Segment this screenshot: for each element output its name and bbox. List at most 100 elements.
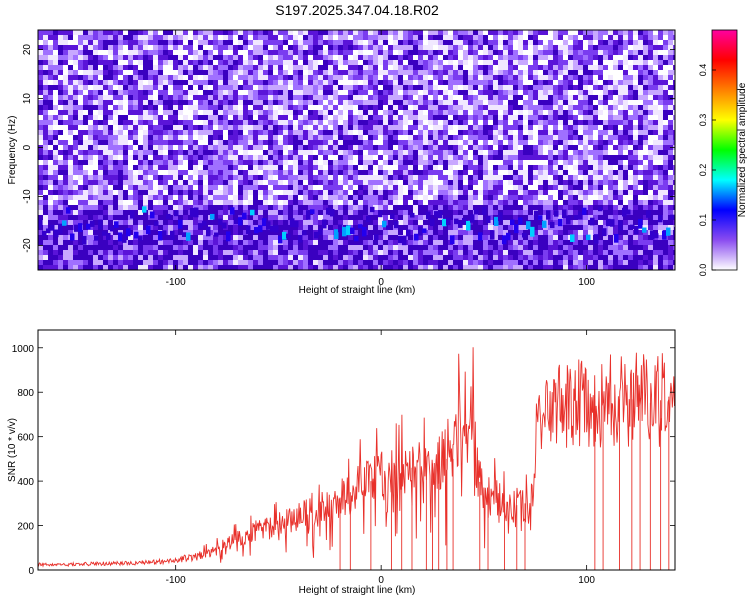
heatmap-cell — [343, 140, 349, 146]
heatmap-cell — [493, 80, 499, 86]
heatmap-cell — [418, 205, 424, 211]
heatmap-cell — [243, 90, 249, 96]
heatmap-cell — [73, 140, 79, 146]
heatmap-cell — [43, 200, 49, 206]
heatmap-cell — [78, 90, 84, 96]
heatmap-cell — [573, 140, 579, 146]
heatmap-cell — [603, 55, 609, 61]
heatmap-cell — [633, 120, 639, 126]
heatmap-cell — [93, 200, 99, 206]
heatmap-cell — [658, 170, 664, 176]
heatmap-cell — [408, 30, 414, 36]
heatmap-cell — [428, 165, 434, 171]
heatmap-cell — [588, 160, 594, 166]
heatmap-cell — [623, 140, 629, 146]
heatmap-cell — [233, 90, 239, 96]
heatmap-cell — [183, 110, 189, 116]
heatmap-cell — [673, 80, 675, 86]
heatmap-cell — [103, 205, 109, 211]
heatmap-cell — [508, 30, 514, 36]
heatmap-cell — [633, 80, 639, 86]
heatmap-cell — [663, 60, 669, 66]
heatmap-cell — [453, 160, 459, 166]
heatmap-cell — [353, 90, 359, 96]
heatmap-cell — [118, 50, 124, 56]
heatmap-cell — [643, 70, 649, 76]
heatmap-cell — [558, 105, 564, 111]
heatmap-cell — [548, 65, 554, 71]
heatmap-cell — [578, 200, 584, 206]
heatmap-cell — [128, 95, 134, 101]
heatmap-cell — [518, 150, 524, 156]
heatmap-cell — [288, 55, 294, 61]
heatmap-cell — [53, 65, 59, 71]
heatmap-cell — [148, 125, 154, 131]
heatmap-cell — [273, 220, 279, 226]
heatmap-cell — [533, 140, 539, 146]
heatmap-cell — [318, 190, 324, 196]
heatmap-cell — [458, 95, 464, 101]
heatmap-cell — [558, 165, 564, 171]
heatmap-cell — [583, 165, 589, 171]
heatmap-cell — [603, 50, 609, 56]
heatmap-cell — [328, 85, 334, 91]
heatmap-cell — [143, 80, 149, 86]
heatmap-cell — [183, 165, 189, 171]
heatmap-cell — [608, 165, 614, 171]
heatmap-cell — [38, 195, 44, 201]
heatmap-cell — [498, 185, 504, 191]
heatmap-cell — [303, 155, 309, 161]
heatmap-cell — [303, 180, 309, 186]
heatmap-cell — [68, 105, 74, 111]
heatmap-cell — [323, 75, 329, 81]
heatmap-cell — [213, 155, 219, 161]
heatmap-cell — [483, 75, 489, 81]
heatmap-cell — [428, 50, 434, 56]
heatmap-cell — [333, 165, 339, 171]
heatmap-cell — [428, 85, 434, 91]
heatmap-cell — [613, 115, 619, 121]
heatmap-cell — [623, 85, 629, 91]
heatmap-cell — [323, 185, 329, 191]
heatmap-cell — [233, 120, 239, 126]
heatmap-cell — [303, 65, 309, 71]
heatmap-cell — [428, 160, 434, 166]
heatmap-cell — [283, 65, 289, 71]
heatmap-cell — [168, 195, 174, 201]
heatmap-cell — [58, 65, 64, 71]
heatmap-cell — [173, 85, 179, 91]
heatmap-cell — [143, 220, 149, 226]
heatmap-cell — [503, 35, 509, 41]
heatmap-cell — [618, 105, 624, 111]
heatmap-cell — [498, 150, 504, 156]
heatmap-cell — [533, 60, 539, 66]
heatmap-cell — [618, 200, 624, 206]
heatmap-cell — [438, 70, 444, 76]
heatmap-cell — [268, 45, 274, 51]
heatmap-cell — [653, 215, 659, 221]
heatmap-cell — [453, 70, 459, 76]
heatmap-cell — [598, 165, 604, 171]
heatmap-cell — [673, 180, 675, 186]
heatmap-cell — [98, 210, 104, 216]
heatmap-cell — [253, 145, 259, 151]
heatmap-cell — [343, 55, 349, 61]
heatmap-cell — [258, 110, 264, 116]
heatmap-cell — [373, 150, 379, 156]
heatmap-cell — [98, 155, 104, 161]
heatmap-cell — [218, 175, 224, 181]
heatmap-cell — [608, 175, 614, 181]
heatmap-cell — [313, 30, 319, 36]
heatmap-cell — [543, 125, 549, 131]
heatmap-cell — [178, 70, 184, 76]
heatmap-cell — [513, 115, 519, 121]
heatmap-cell — [398, 85, 404, 91]
heatmap-cell — [613, 125, 619, 131]
heatmap-cell — [178, 95, 184, 101]
heatmap-cell — [368, 170, 374, 176]
heatmap-cell — [208, 40, 214, 46]
heatmap-cell — [328, 95, 334, 101]
heatmap-cell — [258, 35, 264, 41]
heatmap-cell — [208, 85, 214, 91]
heatmap-cell — [93, 210, 99, 216]
